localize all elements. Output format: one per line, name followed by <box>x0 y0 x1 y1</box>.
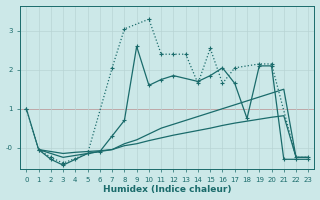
X-axis label: Humidex (Indice chaleur): Humidex (Indice chaleur) <box>103 185 232 194</box>
